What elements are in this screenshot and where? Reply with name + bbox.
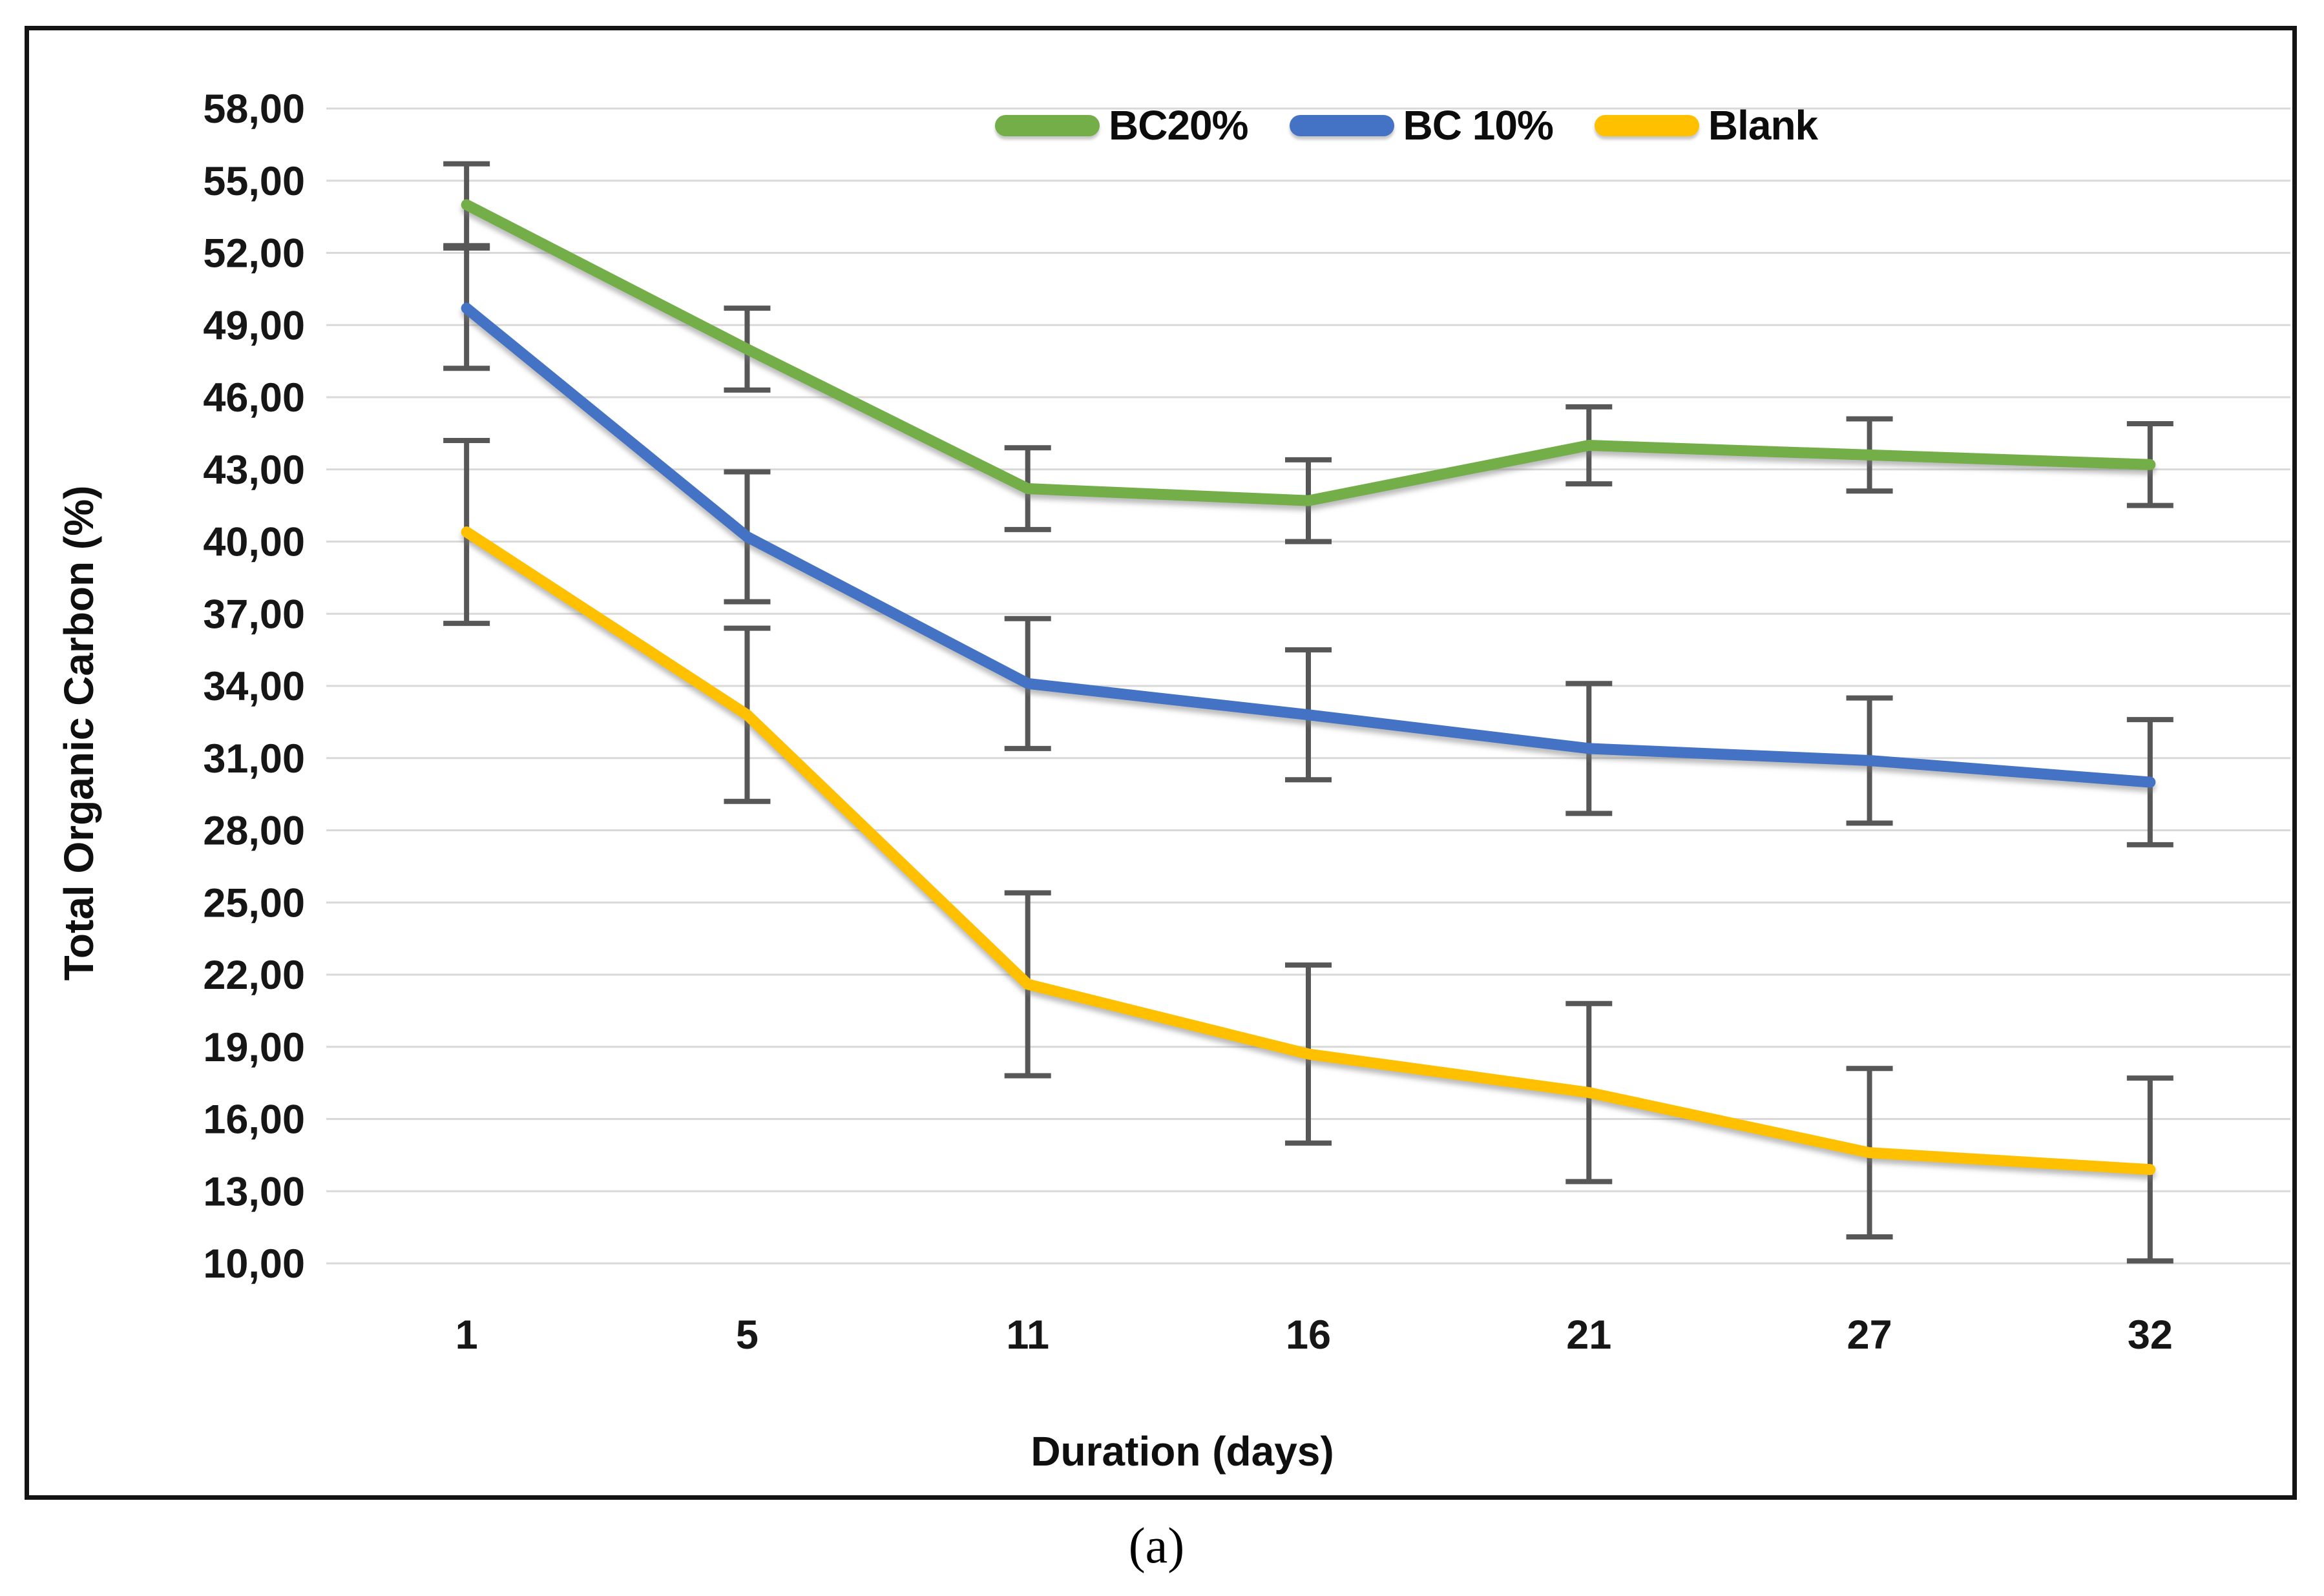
legend-item-bc20: BC20% (995, 101, 1249, 149)
x-tick-label: 32 (2128, 1312, 2173, 1358)
y-tick-label: 10,00 (203, 1241, 305, 1287)
series-line-bc20 (461, 199, 2156, 506)
y-tick-label: 46,00 (203, 375, 305, 420)
x-tick-label: 21 (1566, 1312, 1611, 1358)
y-tick-label: 58,00 (203, 87, 305, 132)
legend: BC20% BC 10% Blank (995, 96, 1818, 155)
legend-label-bc10: BC 10% (1403, 102, 1554, 149)
legend-swatch-blank (1594, 114, 1699, 136)
x-tick-label: 27 (1847, 1312, 1892, 1358)
legend-swatch-bc10 (1289, 114, 1394, 136)
x-tick-label: 1 (455, 1312, 478, 1358)
series-line-blank (461, 526, 2156, 1176)
x-tick-label: 11 (1006, 1312, 1049, 1358)
subfigure-caption: (a) (1128, 1517, 1185, 1573)
y-tick-label: 34,00 (203, 664, 305, 709)
y-tick-label: 19,00 (203, 1025, 305, 1070)
y-axis-title: Total Organic Carbon (%) (56, 485, 102, 981)
legend-swatch-bc20 (995, 114, 1100, 136)
legend-label-bc20: BC20% (1109, 102, 1249, 149)
y-tick-label: 43,00 (203, 448, 305, 493)
y-tick-label: 22,00 (203, 953, 305, 998)
y-tick-label: 28,00 (203, 809, 305, 854)
y-tick-label: 37,00 (203, 592, 305, 637)
y-tick-label: 49,00 (203, 303, 305, 348)
legend-label-blank: Blank (1708, 102, 1818, 149)
y-tick-label: 31,00 (203, 736, 305, 782)
series-line-bc10 (461, 302, 2156, 788)
y-tick-label: 55,00 (203, 159, 305, 204)
y-tick-label: 52,00 (203, 231, 305, 276)
y-tick-label: 16,00 (203, 1097, 305, 1143)
x-tick-label: 5 (736, 1312, 759, 1358)
legend-item-bc10: BC 10% (1289, 101, 1554, 149)
legend-item-blank: Blank (1594, 101, 1818, 149)
y-tick-label: 40,00 (203, 520, 305, 565)
x-axis-title: Duration (days) (1031, 1428, 1334, 1475)
y-tick-label: 25,00 (203, 880, 305, 926)
x-tick-label: 16 (1286, 1312, 1331, 1358)
y-tick-label: 13,00 (203, 1169, 305, 1214)
